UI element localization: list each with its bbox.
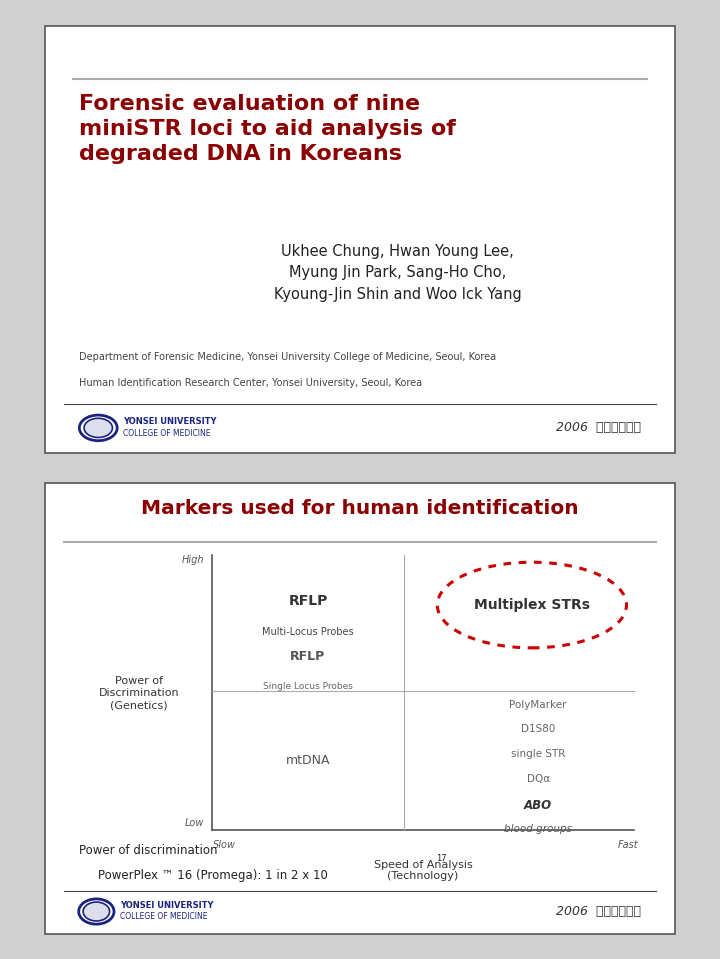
Circle shape	[83, 902, 109, 921]
Text: RFLP: RFLP	[290, 650, 325, 664]
Text: Low: Low	[185, 818, 204, 829]
Text: 17: 17	[436, 854, 446, 863]
Text: Multiplex STRs: Multiplex STRs	[474, 598, 590, 612]
Text: Slow: Slow	[213, 840, 236, 851]
Text: Multi-Locus Probes: Multi-Locus Probes	[262, 627, 354, 637]
Text: 2006  대한법의학회: 2006 대한법의학회	[556, 421, 641, 434]
Text: PowerPlex ™ 16 (Promega): 1 in 2 x 10: PowerPlex ™ 16 (Promega): 1 in 2 x 10	[98, 869, 328, 881]
FancyBboxPatch shape	[45, 483, 675, 934]
Text: Forensic evaluation of nine
miniSTR loci to aid analysis of
degraded DNA in Kore: Forensic evaluation of nine miniSTR loci…	[79, 94, 456, 164]
Circle shape	[84, 418, 112, 437]
Text: PolyMarker: PolyMarker	[510, 700, 567, 710]
Text: Department of Forensic Medicine, Yonsei University College of Medicine, Seoul, K: Department of Forensic Medicine, Yonsei …	[79, 352, 497, 363]
Text: 2006  대한법의학회: 2006 대한법의학회	[556, 905, 641, 918]
Text: COLLEGE OF MEDICINE: COLLEGE OF MEDICINE	[124, 430, 211, 438]
Text: ABO: ABO	[524, 799, 552, 812]
Text: High: High	[181, 555, 204, 566]
Text: COLLEGE OF MEDICINE: COLLEGE OF MEDICINE	[120, 912, 208, 922]
FancyBboxPatch shape	[45, 26, 675, 453]
Text: Power of discrimination: Power of discrimination	[79, 844, 218, 857]
Text: mtDNA: mtDNA	[286, 754, 330, 767]
Text: RFLP: RFLP	[288, 594, 328, 607]
Text: Ukhee Chung, Hwan Young Lee,
Myung Jin Park, Sang-Ho Cho,
Kyoung-Jin Shin and Wo: Ukhee Chung, Hwan Young Lee, Myung Jin P…	[274, 244, 522, 302]
Text: YONSEI UNIVERSITY: YONSEI UNIVERSITY	[124, 417, 217, 427]
Text: Power of
Discrimination
(Genetics): Power of Discrimination (Genetics)	[99, 675, 179, 711]
Text: blood groups: blood groups	[504, 824, 572, 833]
Text: YONSEI UNIVERSITY: YONSEI UNIVERSITY	[120, 901, 214, 910]
Text: Single Locus Probes: Single Locus Probes	[263, 682, 353, 690]
Text: D1S80: D1S80	[521, 724, 555, 735]
Text: single STR: single STR	[511, 749, 565, 760]
Text: Fast: Fast	[618, 840, 639, 851]
Text: DQα: DQα	[526, 774, 550, 784]
Text: Markers used for human identification: Markers used for human identification	[141, 499, 579, 518]
Text: Speed of Analysis
(Technology): Speed of Analysis (Technology)	[374, 859, 472, 881]
Text: Human Identification Research Center, Yonsei University, Seoul, Korea: Human Identification Research Center, Yo…	[79, 378, 423, 388]
